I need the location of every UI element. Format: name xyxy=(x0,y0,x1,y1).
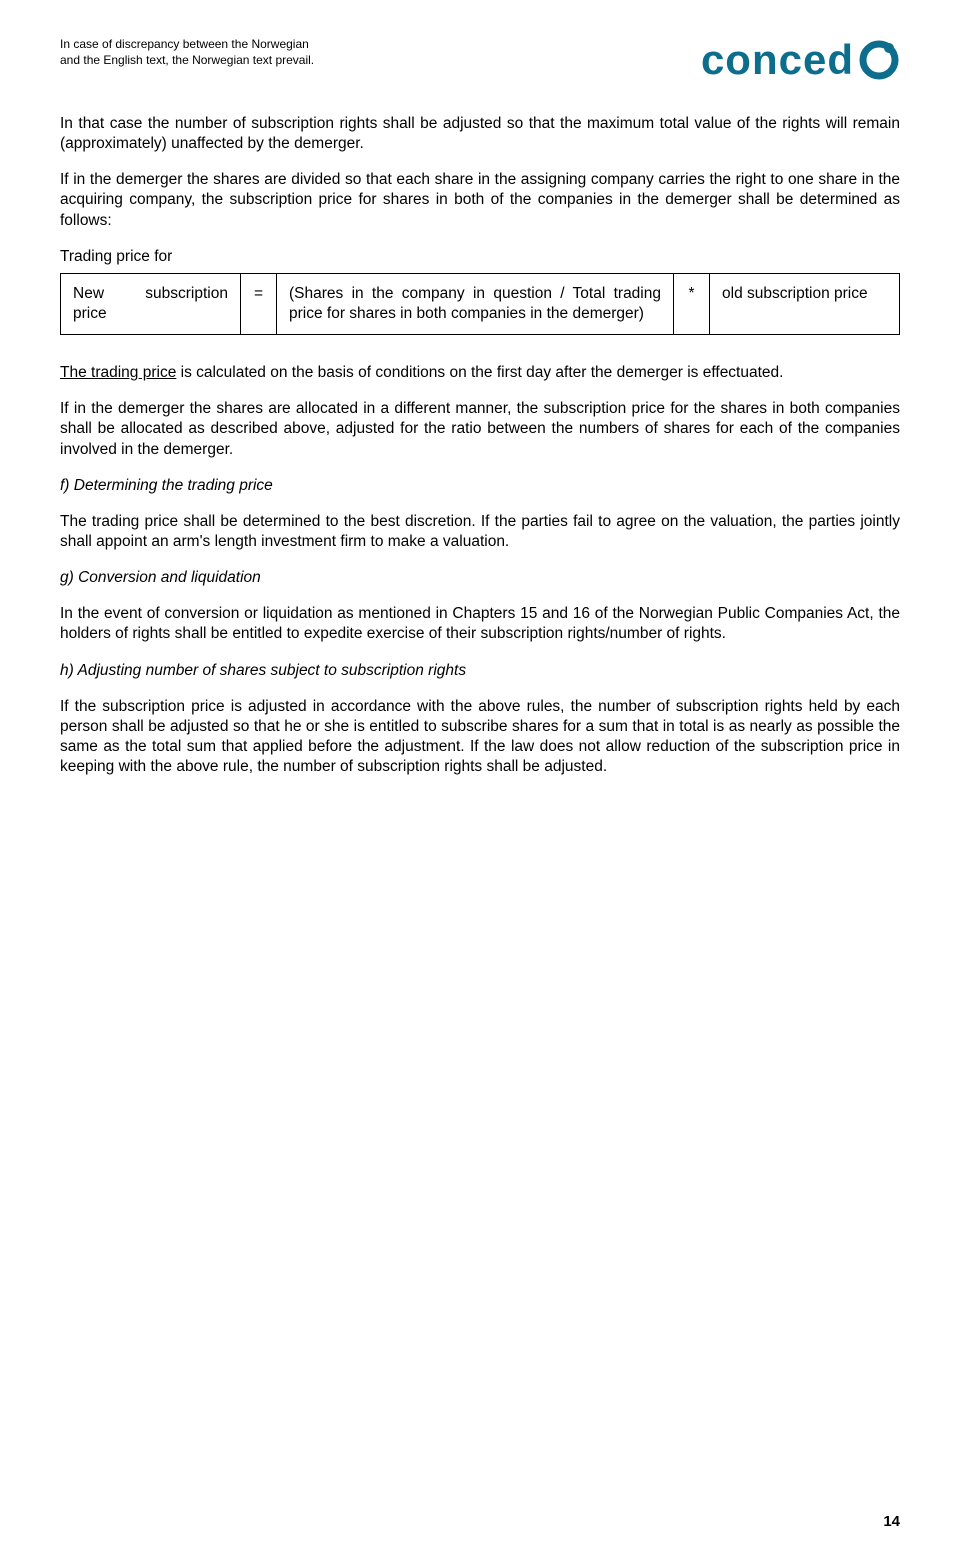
disclaimer-text: In case of discrepancy between the Norwe… xyxy=(60,36,314,68)
company-logo: conced xyxy=(701,36,900,84)
paragraph: If the subscription price is adjusted in… xyxy=(60,697,900,778)
section-heading: f) Determining the trading price xyxy=(60,476,900,496)
paragraph: If in the demerger the shares are divide… xyxy=(60,170,900,230)
formula-cell: old subscription price xyxy=(710,273,900,334)
disclaimer-line1: In case of discrepancy between the Norwe… xyxy=(60,37,309,51)
table-row: New subscription price = (Shares in the … xyxy=(61,273,900,334)
formula-cell: * xyxy=(674,273,710,334)
disclaimer-line2: and the English text, the Norwegian text… xyxy=(60,53,314,67)
paragraph: If in the demerger the shares are alloca… xyxy=(60,399,900,459)
page-number: 14 xyxy=(883,1513,900,1530)
formula-label: Trading price for xyxy=(60,247,900,267)
document-header: In case of discrepancy between the Norwe… xyxy=(60,36,900,84)
formula-cell: (Shares in the company in question / Tot… xyxy=(277,273,674,334)
paragraph: The trading price shall be determined to… xyxy=(60,512,900,552)
logo-o-icon xyxy=(858,39,900,81)
section-heading: h) Adjusting number of shares subject to… xyxy=(60,661,900,681)
formula-cell: = xyxy=(241,273,277,334)
formula-table: New subscription price = (Shares in the … xyxy=(60,273,900,335)
document-body: In that case the number of subscription … xyxy=(60,114,900,777)
underlined-lead: The trading price xyxy=(60,364,176,381)
paragraph: The trading price is calculated on the b… xyxy=(60,363,900,383)
formula-cell: New subscription price xyxy=(61,273,241,334)
logo-wordmark: conced xyxy=(701,36,854,84)
paragraph: In the event of conversion or liquidatio… xyxy=(60,604,900,644)
paragraph: In that case the number of subscription … xyxy=(60,114,900,154)
paragraph-remainder: is calculated on the basis of conditions… xyxy=(176,364,783,381)
section-heading: g) Conversion and liquidation xyxy=(60,568,900,588)
